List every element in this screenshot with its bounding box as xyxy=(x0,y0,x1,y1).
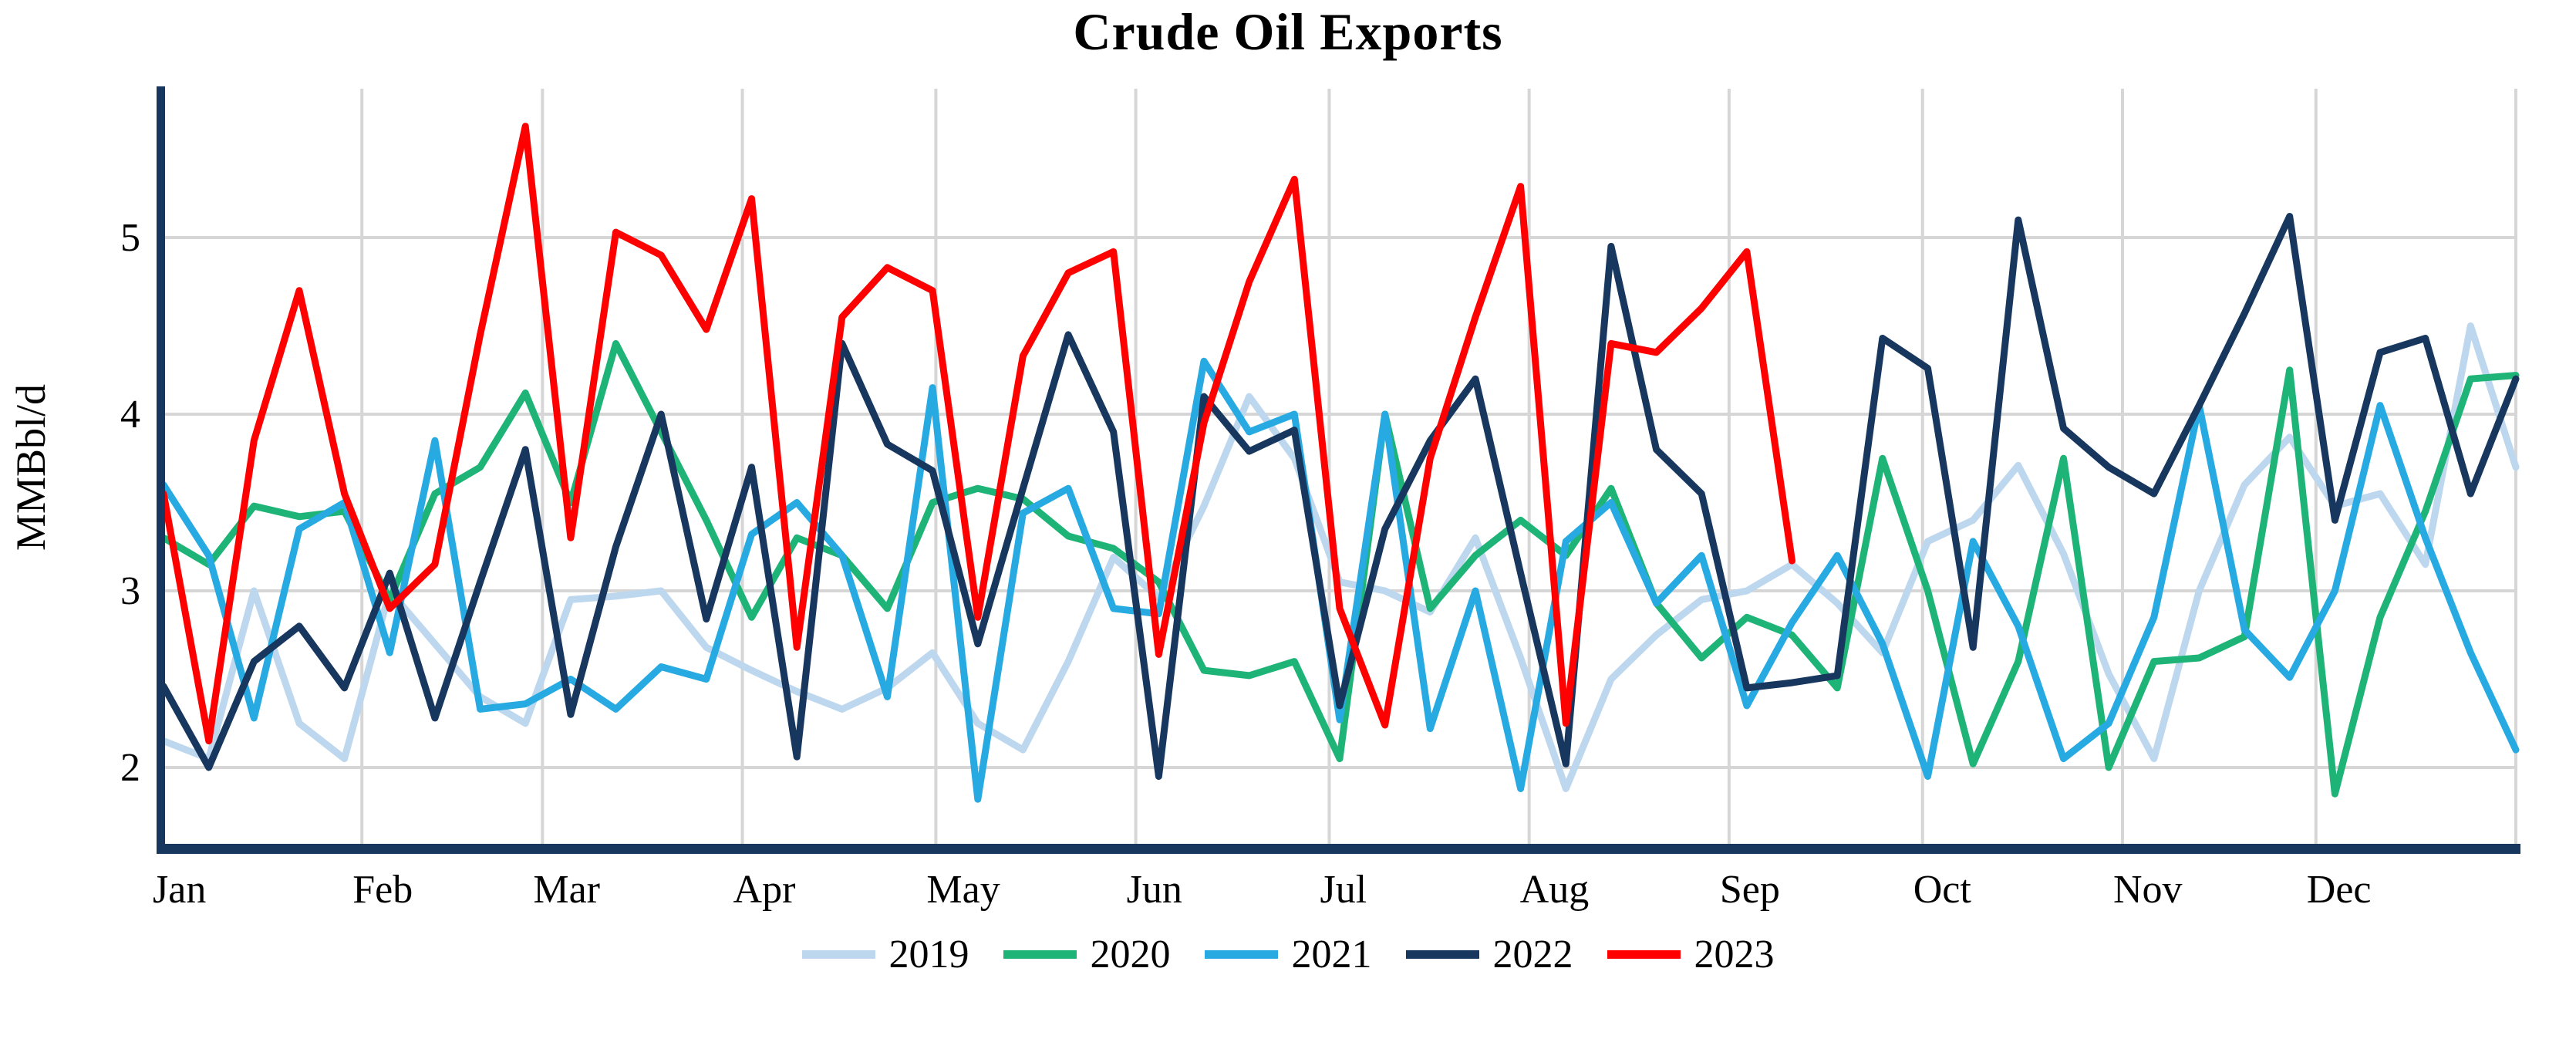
x-tick-label-mar: Mar xyxy=(533,868,600,912)
y-tick-label: 2 xyxy=(120,746,140,790)
legend-label-2022: 2022 xyxy=(1492,933,1573,976)
legend-swatch-2022 xyxy=(1405,950,1479,959)
x-tick-label-jan: Jan xyxy=(153,868,206,912)
x-tick-label-dec: Dec xyxy=(2307,868,2372,912)
chart-legend: 2019 2020 2021 2022 2023 xyxy=(0,932,2576,977)
series-line-2021 xyxy=(160,357,2520,803)
y-axis-title: MMBbl/d xyxy=(8,384,54,551)
y-tick-label: 3 xyxy=(120,569,140,613)
x-tick-label-jun: Jun xyxy=(1127,868,1182,912)
legend-item-2020: 2020 xyxy=(1003,932,1171,977)
series-line-2023 xyxy=(160,123,1795,745)
legend-item-2022: 2022 xyxy=(1405,932,1573,977)
legend-item-2023: 2023 xyxy=(1607,932,1775,977)
x-tick-label-apr: Apr xyxy=(733,868,796,912)
series-line-2022 xyxy=(160,213,2520,780)
legend-item-2021: 2021 xyxy=(1204,932,1372,977)
legend-swatch-2023 xyxy=(1607,950,1681,959)
x-tick-label-sep: Sep xyxy=(1720,868,1780,912)
x-tick-label-nov: Nov xyxy=(2113,868,2183,912)
legend-swatch-2021 xyxy=(1204,950,1278,959)
legend-swatch-2020 xyxy=(1003,950,1077,959)
x-axis-line xyxy=(157,844,2520,854)
x-tick-label-oct: Oct xyxy=(1913,868,1972,912)
chart-title: Crude Oil Exports xyxy=(1073,2,1503,61)
x-tick-label-jul: Jul xyxy=(1320,868,1367,912)
legend-label-2023: 2023 xyxy=(1694,933,1775,976)
x-tick-label-aug: Aug xyxy=(1520,868,1590,912)
x-tick-label-may: May xyxy=(926,868,1000,912)
series-line-2020 xyxy=(160,339,2520,798)
x-tick-label-feb: Feb xyxy=(352,868,413,912)
legend-label-2020: 2020 xyxy=(1090,933,1171,976)
y-tick-label: 4 xyxy=(120,393,140,437)
y-tick-label: 5 xyxy=(120,216,140,260)
legend-swatch-2019 xyxy=(801,950,875,959)
y-axis-line xyxy=(157,86,165,848)
legend-label-2021: 2021 xyxy=(1291,933,1372,976)
legend-label-2019: 2019 xyxy=(888,933,969,976)
legend-item-2019: 2019 xyxy=(801,932,969,977)
